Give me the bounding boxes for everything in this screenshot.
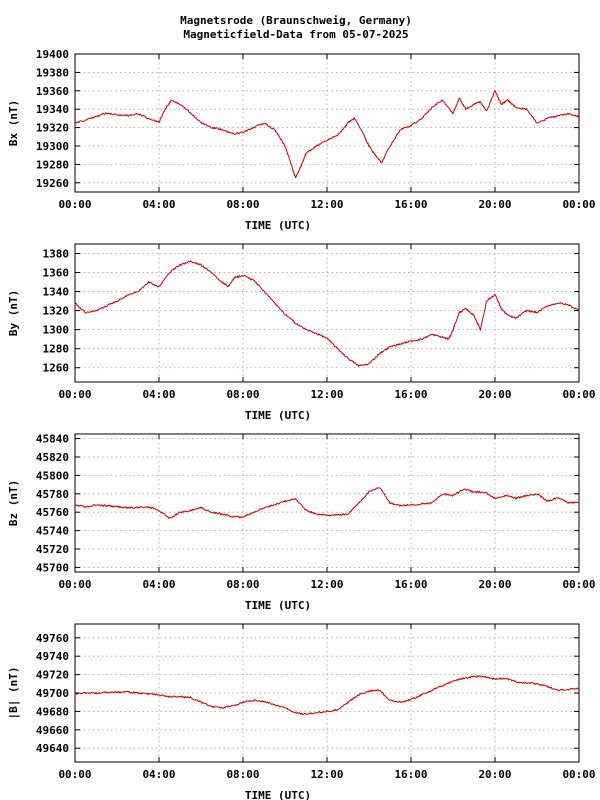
by-y-tick-label: 1260 xyxy=(43,362,70,375)
by-y-tick-label: 1380 xyxy=(43,248,70,261)
b-total-y-tick-label: 49660 xyxy=(36,724,69,737)
bz-y-axis-label: Bz (nT) xyxy=(7,480,20,526)
chart-title-line-2: Magneticfield-Data from 05-07-2025 xyxy=(183,28,408,41)
bx-x-tick-label: 20:00 xyxy=(478,198,511,211)
by-y-tick-label: 1280 xyxy=(43,343,70,356)
by-x-tick-label: 12:00 xyxy=(310,388,343,401)
by-x-tick-label: 04:00 xyxy=(142,388,175,401)
bx-x-tick-label: 12:00 xyxy=(310,198,343,211)
b-total-x-tick-label: 16:00 xyxy=(394,768,427,781)
b-total-y-tick-label: 49740 xyxy=(36,650,69,663)
b-total-y-tick-label: 49700 xyxy=(36,687,69,700)
b-total-x-tick-label: 04:00 xyxy=(142,768,175,781)
b-total-panel: 00:00 04:00 08:00 12:00 16:00 20:00 00:00 49640… xyxy=(7,623,596,800)
bz-y-tick-label: 45840 xyxy=(36,433,69,446)
bx-x-tick-label: 00:00 xyxy=(58,198,91,211)
bx-y-tick-label: 19320 xyxy=(36,122,69,135)
bz-y-tick-label: 45740 xyxy=(36,525,69,538)
b-total-y-tick-label: 49680 xyxy=(36,705,69,718)
bz-panel: 00:00 04:00 08:00 12:00 16:00 20:00 00:00 45700… xyxy=(7,433,596,612)
b-total-y-tick-label: 49760 xyxy=(36,632,69,645)
b-total-x-axis-label: TIME (UTC) xyxy=(245,789,311,800)
bx-x-axis-label: TIME (UTC) xyxy=(245,219,311,232)
bx-y-tick-label: 19260 xyxy=(36,177,69,190)
b-total-x-tick-label: 12:00 xyxy=(310,768,343,781)
bz-x-tick-label: 12:00 xyxy=(310,578,343,591)
b-total-y-tick-label: 49720 xyxy=(36,669,69,682)
bx-y-tick-label: 19300 xyxy=(36,140,69,153)
bx-x-tick-label: 16:00 xyxy=(394,198,427,211)
b-total-x-tick-label: 20:00 xyxy=(478,768,511,781)
by-series-line xyxy=(74,260,580,367)
by-y-tick-label: 1300 xyxy=(43,324,70,337)
by-y-tick-label: 1320 xyxy=(43,305,70,318)
bz-series-line xyxy=(74,487,580,519)
bz-y-tick-label: 45760 xyxy=(36,506,69,519)
chart-title-line-1: Magnetsrode (Braunschweig, Germany) xyxy=(180,14,412,27)
bx-y-tick-label: 19340 xyxy=(36,103,69,116)
bx-panel: 00:00 04:00 08:00 12:00 16:00 20:00 00:00 19260… xyxy=(7,48,596,232)
bz-x-tick-label: 08:00 xyxy=(226,578,259,591)
bx-y-tick-label: 19380 xyxy=(36,66,69,79)
bz-y-tick-label: 45720 xyxy=(36,543,69,556)
bx-x-tick-label: 00:00 xyxy=(562,198,595,211)
bz-x-tick-label: 20:00 xyxy=(478,578,511,591)
b-total-y-axis-label: |B| (nT) xyxy=(7,667,20,720)
b-total-x-tick-label: 08:00 xyxy=(226,768,259,781)
by-y-tick-label: 1340 xyxy=(43,286,70,299)
bz-x-tick-label: 04:00 xyxy=(142,578,175,591)
by-y-axis-label: By (nT) xyxy=(7,290,20,336)
bx-y-tick-label: 19400 xyxy=(36,48,69,61)
bx-y-axis-label: Bx (nT) xyxy=(7,100,20,146)
by-y-tick-label: 1360 xyxy=(43,267,70,280)
bz-x-tick-label: 16:00 xyxy=(394,578,427,591)
by-panel: 00:00 04:00 08:00 12:00 16:00 20:00 00:00 1260 1… xyxy=(7,243,596,422)
bz-y-tick-label: 45800 xyxy=(36,469,69,482)
bx-y-tick-label: 19360 xyxy=(36,85,69,98)
bz-y-tick-label: 45820 xyxy=(36,451,69,464)
by-x-tick-label: 00:00 xyxy=(58,388,91,401)
by-x-axis-label: TIME (UTC) xyxy=(245,409,311,422)
by-x-tick-label: 20:00 xyxy=(478,388,511,401)
bx-y-tick-label: 19280 xyxy=(36,158,69,171)
by-x-tick-label: 08:00 xyxy=(226,388,259,401)
bz-x-axis-label: TIME (UTC) xyxy=(245,599,311,612)
bx-x-tick-label: 08:00 xyxy=(226,198,259,211)
bz-x-tick-label: 00:00 xyxy=(562,578,595,591)
b-total-series-line xyxy=(74,675,580,716)
bz-y-tick-label: 45700 xyxy=(36,561,69,574)
by-x-tick-label: 00:00 xyxy=(562,388,595,401)
by-x-tick-label: 16:00 xyxy=(394,388,427,401)
bx-series-line xyxy=(74,90,580,179)
b-total-x-tick-label: 00:00 xyxy=(562,768,595,781)
b-total-x-tick-label: 00:00 xyxy=(58,768,91,781)
bz-x-tick-label: 00:00 xyxy=(58,578,91,591)
b-total-y-tick-label: 49640 xyxy=(36,742,69,755)
bz-y-tick-label: 45780 xyxy=(36,488,69,501)
bx-x-tick-label: 04:00 xyxy=(142,198,175,211)
